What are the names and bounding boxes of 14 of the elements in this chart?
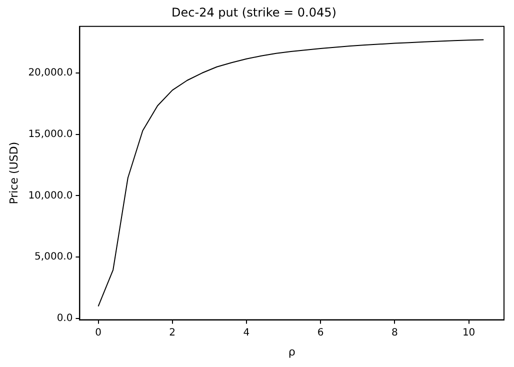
x-tick-label: 4	[243, 327, 250, 338]
y-tick-label: 0.0	[56, 312, 73, 324]
x-tick-label: 2	[169, 327, 176, 338]
x-tick-label: 8	[392, 327, 398, 338]
y-tick-label: 15,000.0	[28, 128, 73, 140]
y-tick-label: 20,000.0	[28, 68, 73, 79]
x-axis-title: ρ	[288, 345, 296, 358]
y-tick-label: 10,000.0	[28, 190, 73, 202]
x-tick-label: 0	[95, 327, 102, 338]
y-tick-label: 5,000.0	[34, 252, 73, 263]
x-tick-label: 10	[462, 327, 476, 338]
y-axis-title: Price (USD)	[7, 142, 20, 204]
chart-title: Dec-24 put (strike = 0.045)	[172, 5, 336, 20]
x-tick-label: 6	[317, 327, 324, 338]
